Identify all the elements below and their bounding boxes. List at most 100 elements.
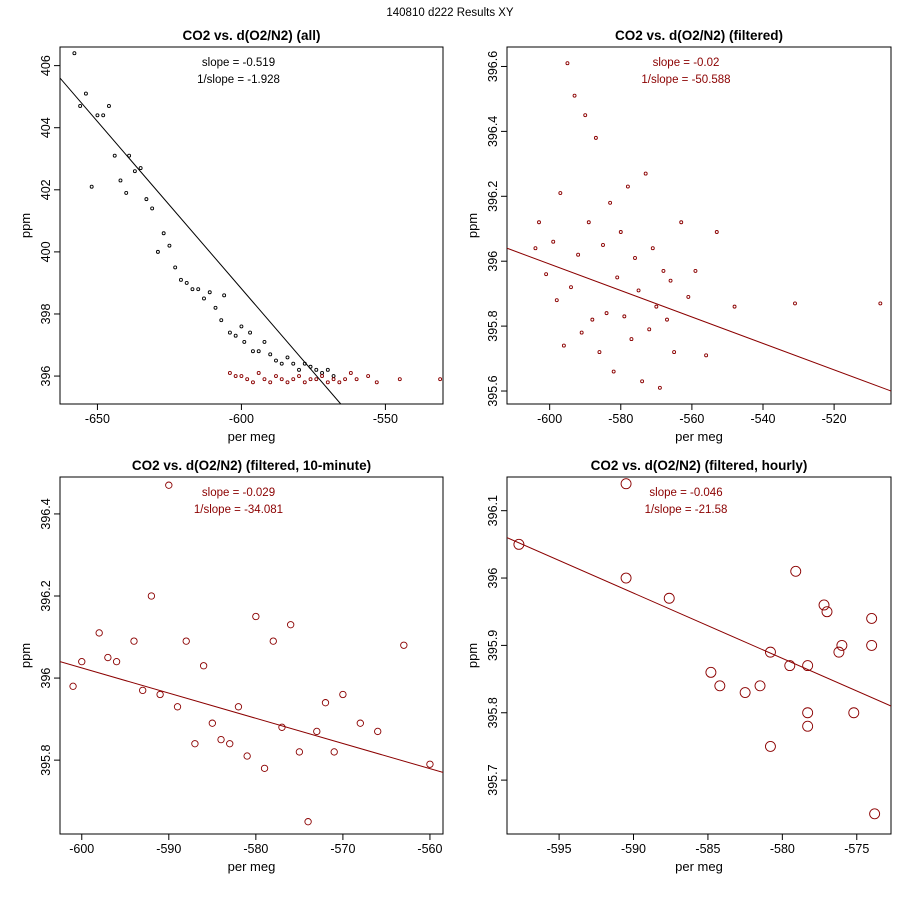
data-point-10-minute (330, 748, 338, 756)
y-tick-label: 396.1 (486, 495, 500, 526)
data-point-hourly (866, 639, 878, 651)
data-point-all (268, 352, 273, 357)
data-point-filtered (793, 301, 797, 306)
data-point-all (233, 333, 238, 338)
data-point-filtered (583, 113, 588, 118)
x-tick-label: -550 (373, 412, 398, 426)
data-point-filtered (274, 374, 278, 379)
data-point-10-minute (313, 727, 321, 736)
data-point-10-minute (287, 621, 295, 629)
data-point-10-minute (104, 653, 112, 662)
y-tick-label: 396.6 (486, 51, 500, 82)
x-tick-label: -580 (243, 842, 268, 856)
y-tick-label: 396 (39, 668, 53, 689)
y-tick-label: 395.7 (486, 764, 500, 795)
x-tick-label: -595 (547, 842, 572, 856)
y-tick-label: 396.4 (486, 116, 500, 147)
data-point-10-minute (191, 740, 199, 748)
data-point-filtered (629, 337, 634, 342)
x-tick-label: -560 (417, 842, 442, 856)
data-point-all (132, 169, 137, 174)
data-point-all (331, 374, 336, 379)
data-point-all (178, 277, 183, 282)
data-point-10-minute (295, 748, 304, 756)
data-point-all (78, 104, 83, 108)
data-point-10-minute (252, 612, 260, 621)
data-point-all (173, 265, 178, 270)
y-tick-label: 400 (39, 241, 53, 262)
data-point-filtered (714, 230, 719, 234)
data-point-all (242, 339, 247, 344)
data-point-all (250, 349, 255, 354)
data-point-filtered (590, 317, 595, 322)
data-point-hourly (739, 687, 751, 698)
data-point-all (161, 231, 166, 236)
data-point-10-minute (260, 764, 269, 772)
data-point-all (124, 190, 129, 195)
y-tick-label: 396 (39, 366, 53, 387)
data-point-filtered (604, 311, 609, 316)
data-point-filtered (569, 285, 573, 290)
y-tick-label: 396 (486, 568, 500, 589)
data-point-hourly (714, 680, 726, 692)
data-point-filtered (636, 288, 641, 293)
y-axis-label: ppm (18, 213, 33, 238)
plot-frame (506, 476, 892, 835)
data-point-10-minute (182, 637, 190, 645)
data-point-filtered (640, 379, 645, 384)
x-axis-label: per meg (228, 859, 276, 874)
y-tick-label: 398 (39, 303, 53, 324)
data-point-all (155, 249, 160, 254)
data-point-all (150, 206, 155, 211)
data-point-all (325, 367, 330, 372)
y-tick-label: 396.2 (486, 181, 500, 212)
chart-title: CO2 vs. d(O2/N2) (filtered, 10-minute) (132, 458, 371, 473)
data-point-filtered (608, 200, 613, 205)
y-tick-label: 396.2 (39, 580, 53, 611)
y-tick-label: 402 (39, 179, 53, 200)
data-point-filtered (618, 230, 623, 234)
y-tick-label: 395.9 (486, 630, 500, 661)
data-point-filtered (508, 378, 511, 381)
data-point-hourly (836, 639, 848, 651)
slope-annotation: slope = -0.02 (653, 57, 720, 69)
data-point-all (222, 293, 227, 298)
plot-frame (506, 46, 892, 405)
data-point-10-minute (400, 641, 408, 649)
y-tick-label: 396.4 (39, 498, 53, 529)
data-point-hourly (764, 646, 776, 658)
plot-data-area (507, 61, 891, 392)
data-point-all (239, 324, 244, 329)
data-point-hourly (802, 720, 814, 732)
y-axis-label: ppm (465, 213, 480, 238)
data-point-10-minute (69, 682, 77, 690)
plot-data-area (60, 481, 443, 826)
data-point-filtered (593, 135, 598, 140)
x-tick-label: -540 (750, 412, 775, 426)
data-point-10-minute (243, 752, 251, 760)
data-point-hourly (802, 660, 814, 672)
data-point-filtered (576, 252, 581, 257)
data-point-10-minute (130, 637, 138, 645)
data-point-filtered (732, 304, 737, 309)
data-point-filtered (308, 377, 313, 382)
data-point-all (107, 104, 111, 108)
x-tick-label: -600 (69, 842, 94, 856)
data-point-10-minute (304, 818, 312, 826)
data-point-10-minute (95, 629, 103, 637)
chart-title: CO2 vs. d(O2/N2) (filtered) (615, 28, 783, 43)
plot-frame (59, 476, 444, 835)
data-point-10-minute (173, 703, 182, 711)
data-point-10-minute (234, 703, 243, 711)
data-point-filtered (320, 374, 325, 379)
data-point-filtered (633, 256, 637, 260)
data-point-filtered (268, 380, 273, 385)
data-point-hourly (869, 808, 881, 820)
data-point-hourly (833, 646, 845, 658)
figure-super-title: 140810 d222 Results XY (386, 7, 514, 19)
data-point-filtered (579, 330, 584, 335)
data-point-filtered (262, 377, 267, 382)
data-point-filtered (679, 220, 684, 225)
data-point-hourly (764, 740, 776, 752)
data-point-all (72, 51, 77, 56)
